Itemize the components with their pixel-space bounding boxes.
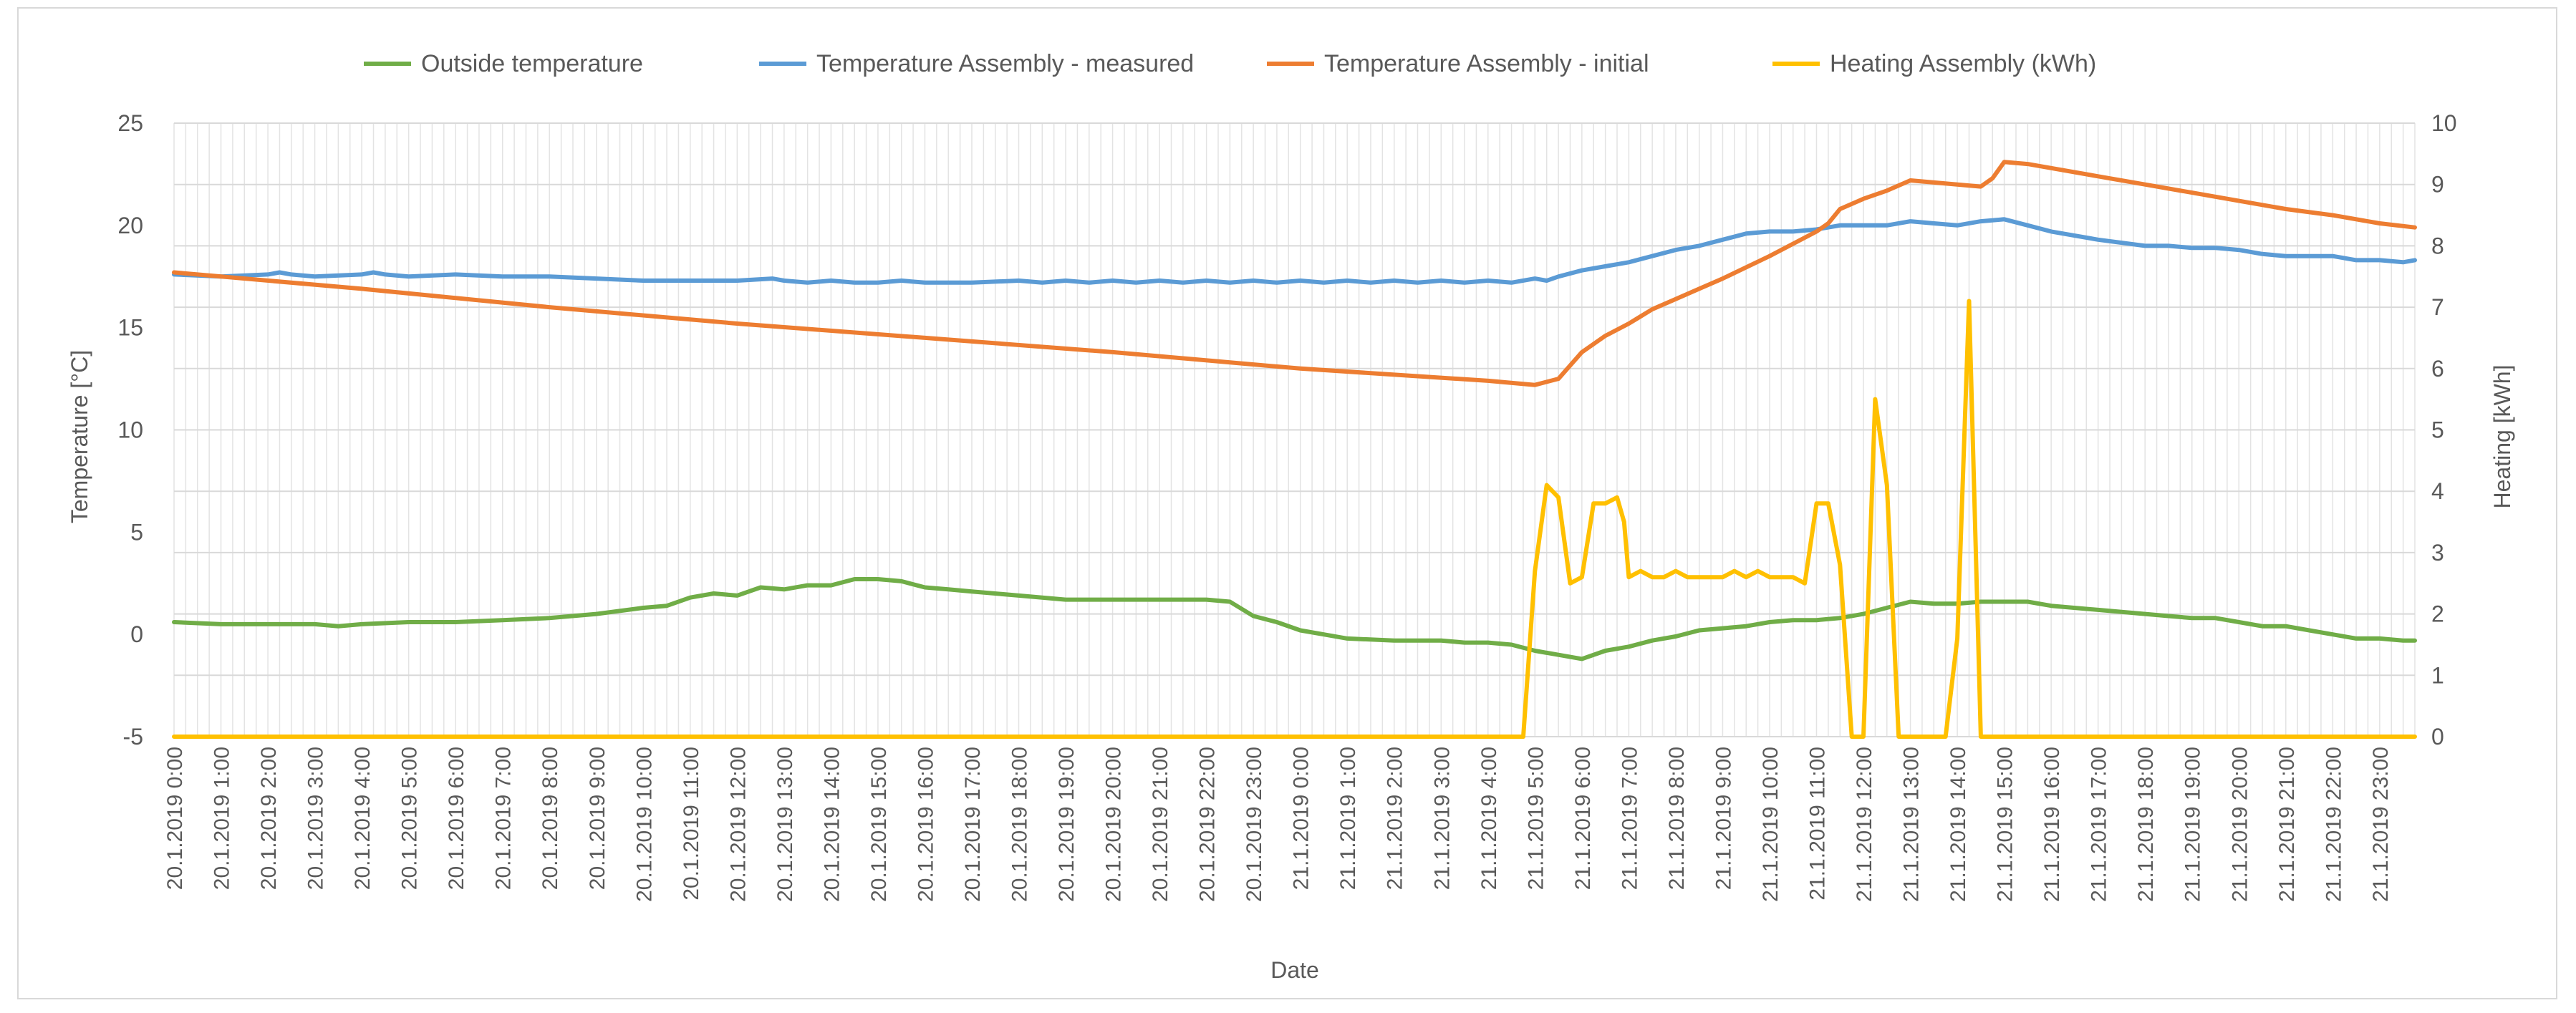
x-tick-label: 20.1.2019 21:00 [1149,747,1172,902]
x-tick-label: 20.1.2019 5:00 [398,747,422,890]
x-tick-label: 21.1.2019 0:00 [1290,747,1313,890]
x-tick-label: 21.1.2019 18:00 [2134,747,2158,902]
x-tick-label: 21.1.2019 5:00 [1524,747,1548,890]
y-tick-label: 5 [130,519,143,545]
y-tick-label: 15 [117,315,143,341]
legend: Outside temperature Temperature Assembly … [364,50,2096,77]
x-tick-label: 20.1.2019 0:00 [163,747,187,890]
y2-tick-label: 9 [2431,172,2444,198]
x-tick-label: 21.1.2019 8:00 [1665,747,1689,890]
x-tick-label: 20.1.2019 7:00 [492,747,516,890]
axes: -5 0 5 10 15 20 25 0 1 2 3 4 5 6 7 8 9 10 20.1.2019 0:00 20… [117,110,2456,902]
x-tick-label: 20.1.2019 22:00 [1196,747,1220,902]
y2-tick-label: 2 [2431,601,2444,627]
x-tick-label: 20.1.2019 3:00 [304,747,328,890]
y-tick-label: 25 [117,110,143,136]
x-tick-label: 21.1.2019 7:00 [1618,747,1641,890]
x-tick-label: 21.1.2019 9:00 [1712,747,1735,890]
x-tick-label: 21.1.2019 23:00 [2369,747,2393,902]
y2-axis-title: Heating [kWh] [2489,365,2515,509]
grid-lines [173,122,2416,737]
x-tick-label: 20.1.2019 2:00 [257,747,281,890]
x-axis-title: Date [1270,957,1319,983]
series-line [172,160,2417,387]
x-tick-label: 20.1.2019 14:00 [820,747,844,902]
series-line [172,299,2417,739]
y-tick-label: 10 [117,417,143,443]
x-tick-label: 20.1.2019 1:00 [211,747,234,890]
y2-tick-label: 5 [2431,417,2444,443]
x-tick-label: 20.1.2019 23:00 [1243,747,1266,902]
series-line [172,577,2417,661]
legend-label: Temperature Assembly - measured [816,50,1194,77]
y2-tick-label: 6 [2431,356,2444,382]
x-tick-label: 20.1.2019 4:00 [351,747,375,890]
y2-tick-label: 10 [2431,110,2457,136]
x-tick-label: 20.1.2019 15:00 [867,747,891,902]
series-line [172,217,2417,285]
series-lines [172,160,2417,739]
x-tick-label: 20.1.2019 9:00 [586,747,609,890]
y2-tick-label: 0 [2431,724,2444,750]
x-tick-label: 20.1.2019 8:00 [539,747,562,890]
y-axis-title: Temperature [°C] [67,350,92,523]
chart-frame [17,7,2557,999]
x-tick-label: 21.1.2019 10:00 [1759,747,1783,902]
x-tick-label: 21.1.2019 15:00 [1994,747,2017,902]
x-tick-label: 21.1.2019 13:00 [1900,747,1924,902]
legend-label: Outside temperature [421,50,643,77]
legend-label: Temperature Assembly - initial [1324,50,1649,77]
x-tick-label: 20.1.2019 17:00 [961,747,985,902]
y2-tick-label: 1 [2431,662,2444,688]
x-tick-label: 20.1.2019 13:00 [773,747,797,902]
x-tick-label: 21.1.2019 11:00 [1806,747,1830,901]
x-tick-label: 21.1.2019 3:00 [1430,747,1454,890]
x-tick-label: 20.1.2019 19:00 [1055,747,1079,902]
y-tick-label: -5 [123,724,143,750]
x-tick-label: 20.1.2019 16:00 [914,747,937,902]
x-tick-label: 21.1.2019 4:00 [1477,747,1501,890]
x-tick-label: 21.1.2019 21:00 [2275,747,2299,902]
y2-tick-label: 8 [2431,233,2444,258]
x-tick-label: 21.1.2019 22:00 [2322,747,2345,902]
x-tick-label: 20.1.2019 10:00 [632,747,656,902]
x-tick-label: 21.1.2019 16:00 [2040,747,2064,902]
y2-tick-label: 7 [2431,294,2444,320]
x-tick-label: 21.1.2019 12:00 [1853,747,1876,902]
x-tick-label: 21.1.2019 6:00 [1571,747,1595,890]
y2-tick-label: 3 [2431,540,2444,566]
x-tick-label: 20.1.2019 6:00 [445,747,468,890]
x-tick-label: 20.1.2019 11:00 [680,747,703,901]
x-tick-label: 21.1.2019 17:00 [2088,747,2111,902]
x-tick-label: 21.1.2019 19:00 [2181,747,2205,902]
x-tick-label: 20.1.2019 20:00 [1102,747,1126,902]
x-tick-label: 20.1.2019 18:00 [1008,747,1032,902]
x-tick-label: 21.1.2019 14:00 [1947,747,1970,902]
x-tick-label: 21.1.2019 20:00 [2228,747,2252,902]
y-tick-label: 20 [117,213,143,238]
y2-tick-label: 4 [2431,478,2444,504]
y-tick-label: 0 [130,621,143,647]
x-tick-label: 20.1.2019 12:00 [726,747,750,902]
x-tick-label: 21.1.2019 2:00 [1384,747,1407,890]
x-tick-label: 21.1.2019 1:00 [1336,747,1360,890]
legend-label: Heating Assembly (kWh) [1830,50,2096,77]
